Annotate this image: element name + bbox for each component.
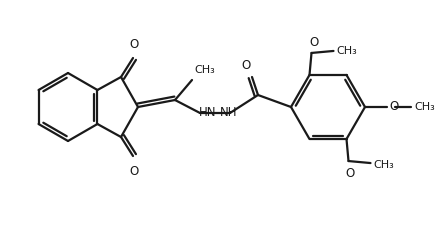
Text: O: O xyxy=(129,164,139,177)
Text: CH₃: CH₃ xyxy=(374,159,394,169)
Text: CH₃: CH₃ xyxy=(337,46,357,56)
Text: NH: NH xyxy=(220,106,238,119)
Text: O: O xyxy=(242,59,251,72)
Text: HN: HN xyxy=(199,106,216,119)
Text: O: O xyxy=(129,38,139,51)
Text: CH₃: CH₃ xyxy=(194,65,215,75)
Text: O: O xyxy=(346,166,355,179)
Text: O: O xyxy=(389,100,398,113)
Text: CH₃: CH₃ xyxy=(414,101,435,112)
Text: O: O xyxy=(309,36,318,49)
